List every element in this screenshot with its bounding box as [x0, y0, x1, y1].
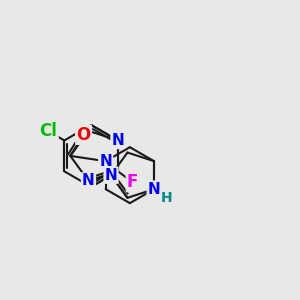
Text: N: N: [82, 173, 95, 188]
Text: N: N: [148, 182, 160, 197]
Text: O: O: [76, 126, 91, 144]
Text: F: F: [127, 173, 138, 191]
Text: N: N: [105, 168, 117, 183]
Text: H: H: [161, 191, 172, 205]
Text: N: N: [99, 154, 112, 169]
Text: Cl: Cl: [40, 122, 58, 140]
Text: N: N: [112, 133, 124, 148]
